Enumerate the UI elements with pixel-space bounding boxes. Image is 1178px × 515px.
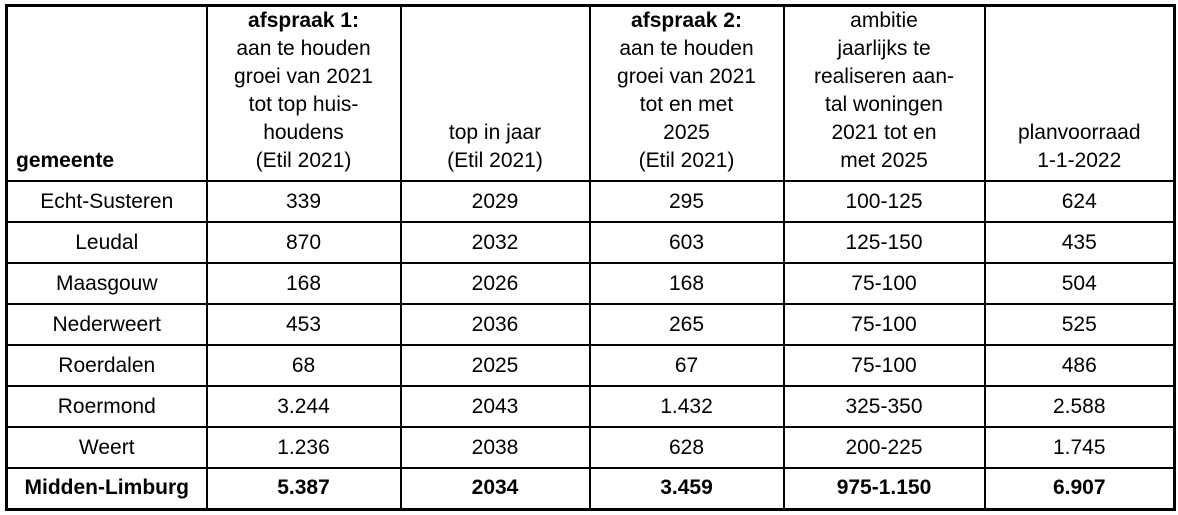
cell-planvoorraad: 435 <box>983 221 1176 264</box>
table-total-row: Midden-Limburg 5.387 2034 3.459 975-1.15… <box>5 467 1176 510</box>
col-header-afspraak1: afspraak 1: aan te houden groei van 2021… <box>205 4 402 182</box>
cell-afspraak2: 295 <box>588 180 785 223</box>
cell-top-in-jaar: 2032 <box>399 221 591 264</box>
cell-afspraak1: 453 <box>205 303 402 346</box>
header-row: gemeente afspraak 1: aan te houden groei… <box>5 4 1176 182</box>
cell-top-in-jaar: 2038 <box>399 426 591 469</box>
cell-afspraak2: 1.432 <box>588 385 785 428</box>
cell-gemeente: Maasgouw <box>5 262 208 305</box>
cell-ambitie: 125-150 <box>782 221 986 264</box>
cell-afspraak1: 3.244 <box>205 385 402 428</box>
cell-gemeente: Roermond <box>5 385 208 428</box>
cell-afspraak2: 628 <box>588 426 785 469</box>
cell-top-in-jaar-total: 2034 <box>399 467 591 510</box>
col-header-top-in-jaar: top in jaar (Etil 2021) <box>399 4 591 182</box>
cell-afspraak2: 603 <box>588 221 785 264</box>
cell-planvoorraad-total: 6.907 <box>983 467 1176 510</box>
cell-gemeente: Roerdalen <box>5 344 208 387</box>
cell-afspraak2: 168 <box>588 262 785 305</box>
col-header-gemeente-label: gemeente <box>16 149 115 172</box>
table-row: Nederweert 453 2036 265 75-100 525 <box>5 303 1176 346</box>
cell-gemeente: Leudal <box>5 221 208 264</box>
col-header-afspraak2-lines: aan te houden groei van 2021 tot en met … <box>617 37 756 172</box>
cell-afspraak1-total: 5.387 <box>205 467 402 510</box>
col-header-ambitie-lines: ambitie jaarlijks te realiseren aan- tal… <box>813 9 955 172</box>
cell-afspraak2: 67 <box>588 344 785 387</box>
cell-ambitie: 200-225 <box>782 426 986 469</box>
cell-planvoorraad: 504 <box>983 262 1176 305</box>
col-header-afspraak2: afspraak 2: aan te houden groei van 2021… <box>588 4 785 182</box>
table-row: Maasgouw 168 2026 168 75-100 504 <box>5 262 1176 305</box>
col-header-ambitie: ambitie jaarlijks te realiseren aan- tal… <box>782 4 986 182</box>
col-header-afspraak1-lines: aan te houden groei van 2021 tot top hui… <box>234 37 373 172</box>
cell-gemeente: Echt-Susteren <box>5 180 208 223</box>
cell-top-in-jaar: 2026 <box>399 262 591 305</box>
cell-gemeente: Nederweert <box>5 303 208 346</box>
col-header-gemeente: gemeente <box>5 4 208 182</box>
table-header: gemeente afspraak 1: aan te houden groei… <box>5 4 1176 182</box>
cell-afspraak2-total: 3.459 <box>588 467 785 510</box>
cell-afspraak1: 870 <box>205 221 402 264</box>
housing-agreements-table: gemeente afspraak 1: aan te houden groei… <box>5 4 1176 511</box>
cell-planvoorraad: 525 <box>983 303 1176 346</box>
cell-planvoorraad: 624 <box>983 180 1176 223</box>
col-header-afspraak2-title: afspraak 2: <box>631 9 742 32</box>
cell-top-in-jaar: 2036 <box>399 303 591 346</box>
table-row: Leudal 870 2032 603 125-150 435 <box>5 221 1176 264</box>
table-row: Echt-Susteren 339 2029 295 100-125 624 <box>5 180 1176 223</box>
cell-afspraak1: 1.236 <box>205 426 402 469</box>
cell-afspraak1: 68 <box>205 344 402 387</box>
cell-afspraak1: 168 <box>205 262 402 305</box>
cell-ambitie: 75-100 <box>782 344 986 387</box>
cell-gemeente-total: Midden-Limburg <box>5 467 208 510</box>
cell-afspraak2: 265 <box>588 303 785 346</box>
cell-top-in-jaar: 2025 <box>399 344 591 387</box>
cell-ambitie: 325-350 <box>782 385 986 428</box>
cell-planvoorraad: 1.745 <box>983 426 1176 469</box>
col-header-afspraak1-title: afspraak 1: <box>248 9 359 32</box>
col-header-planvoorraad: planvoorraad 1-1-2022 <box>983 4 1176 182</box>
cell-afspraak1: 339 <box>205 180 402 223</box>
cell-ambitie: 75-100 <box>782 262 986 305</box>
cell-planvoorraad: 2.588 <box>983 385 1176 428</box>
cell-planvoorraad: 486 <box>983 344 1176 387</box>
table-body: Echt-Susteren 339 2029 295 100-125 624 L… <box>5 180 1176 510</box>
col-header-planvoorraad-lines: planvoorraad 1-1-2022 <box>1017 121 1141 172</box>
cell-top-in-jaar: 2029 <box>399 180 591 223</box>
table-row: Roermond 3.244 2043 1.432 325-350 2.588 <box>5 385 1176 428</box>
cell-gemeente: Weert <box>5 426 208 469</box>
table-row: Weert 1.236 2038 628 200-225 1.745 <box>5 426 1176 469</box>
cell-top-in-jaar: 2043 <box>399 385 591 428</box>
col-header-top-in-jaar-lines: top in jaar (Etil 2021) <box>447 121 543 172</box>
cell-ambitie: 75-100 <box>782 303 986 346</box>
cell-ambitie-total: 975-1.150 <box>782 467 986 510</box>
table-row: Roerdalen 68 2025 67 75-100 486 <box>5 344 1176 387</box>
cell-ambitie: 100-125 <box>782 180 986 223</box>
